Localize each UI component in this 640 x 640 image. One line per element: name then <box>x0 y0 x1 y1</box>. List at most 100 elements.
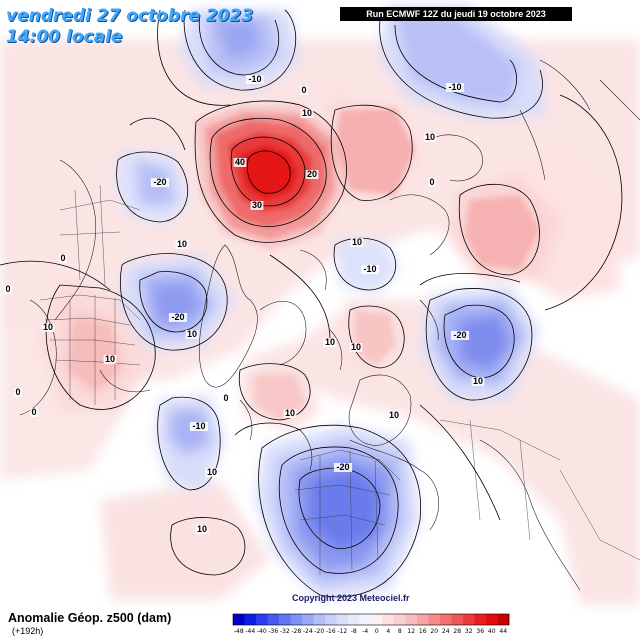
contour-label: 30 <box>250 200 264 210</box>
scale-swatch <box>486 614 498 625</box>
scale-swatch <box>348 614 360 625</box>
svg-text:-20: -20 <box>153 177 166 187</box>
scale-swatch <box>256 614 268 625</box>
contour-lines <box>0 9 623 598</box>
scale-swatch <box>474 614 487 625</box>
scale-tick-label: -8 <box>351 628 357 635</box>
field-title: Anomalie Géop. z500 (dam) <box>8 611 172 625</box>
contour-label: 10 <box>349 342 363 352</box>
contour-label: -20 <box>150 177 170 187</box>
scale-swatch <box>336 614 349 625</box>
svg-text:-10: -10 <box>448 82 461 92</box>
svg-text:10: 10 <box>302 108 312 118</box>
svg-text:10: 10 <box>425 132 435 142</box>
contour-label: 10 <box>205 467 219 477</box>
scale-tick-label: -4 <box>362 628 368 635</box>
scale-swatch <box>313 614 326 625</box>
scale-tick-label: 20 <box>430 628 438 635</box>
scale-swatch <box>451 614 464 625</box>
scale-tick-label: -12 <box>337 628 347 635</box>
contour-label: -20 <box>168 312 188 322</box>
svg-text:-20: -20 <box>171 312 184 322</box>
scale-tick-label: -32 <box>280 628 290 635</box>
contour-label: 10 <box>103 354 117 364</box>
svg-text:0: 0 <box>429 177 434 187</box>
copyright: Copyright 2023 Meteociel.fr <box>292 593 410 603</box>
scale-swatch <box>371 614 383 625</box>
svg-text:10: 10 <box>187 329 197 339</box>
contour-label: -10 <box>360 264 380 274</box>
contour-label: 0 <box>300 85 308 95</box>
svg-text:10: 10 <box>473 376 483 386</box>
contour-label: 0 <box>59 253 67 263</box>
svg-text:10: 10 <box>177 239 187 249</box>
svg-text:-20: -20 <box>336 462 349 472</box>
scale-tick-label: -24 <box>303 628 313 635</box>
contour-label: 0 <box>222 393 230 403</box>
svg-text:0: 0 <box>31 407 36 417</box>
contour-label: 10 <box>423 132 437 142</box>
svg-text:10: 10 <box>207 467 217 477</box>
country-borders <box>39 184 640 575</box>
svg-text:-10: -10 <box>192 421 205 431</box>
scale-swatch <box>382 614 395 625</box>
svg-text:30: 30 <box>252 200 262 210</box>
scale-swatch <box>290 614 303 625</box>
scale-swatch <box>394 614 406 625</box>
scale-swatch <box>233 614 245 625</box>
contour-label: 10 <box>350 237 364 247</box>
svg-text:-20: -20 <box>453 330 466 340</box>
svg-text:10: 10 <box>43 322 53 332</box>
scale-swatch <box>359 614 372 625</box>
scale-swatch <box>417 614 429 625</box>
svg-text:10: 10 <box>197 524 207 534</box>
scale-swatch <box>428 614 441 625</box>
contour-label: -10 <box>445 82 465 92</box>
scale-tick-label: -36 <box>268 628 278 635</box>
scale-tick-label: 4 <box>386 628 390 635</box>
scale-swatch <box>463 614 475 625</box>
contour-label: 0 <box>428 177 436 187</box>
svg-text:0: 0 <box>223 393 228 403</box>
scale-tick-label: 36 <box>476 628 484 635</box>
svg-text:-10: -10 <box>363 264 376 274</box>
negative-anomaly-areas <box>115 5 545 600</box>
contour-label: -20 <box>450 330 470 340</box>
scale-tick-label: 28 <box>453 628 461 635</box>
contour-label: 10 <box>471 376 485 386</box>
svg-text:0: 0 <box>15 387 20 397</box>
valid-date: vendredi 27 octobre 2023 <box>6 6 254 26</box>
svg-text:10: 10 <box>389 410 399 420</box>
contour-label: 10 <box>41 322 55 332</box>
scale-tick-label: -40 <box>257 628 267 635</box>
scale-tick-label: -28 <box>291 628 301 635</box>
valid-time: 14:00 locale <box>6 27 123 47</box>
svg-text:10: 10 <box>105 354 115 364</box>
contour-label: -10 <box>245 74 265 84</box>
scale-tick-label: 24 <box>442 628 450 635</box>
svg-text:0: 0 <box>5 284 10 294</box>
svg-text:40: 40 <box>235 157 245 167</box>
contour-label: -10 <box>189 421 209 431</box>
scale-tick-label: 12 <box>407 628 415 635</box>
contour-label: 0 <box>14 387 22 397</box>
contour-label: 10 <box>300 108 314 118</box>
scale-swatch <box>302 614 314 625</box>
svg-text:10: 10 <box>325 337 335 347</box>
scale-tick-label: 16 <box>419 628 427 635</box>
scale-tick-label: 8 <box>398 628 402 635</box>
svg-text:-10: -10 <box>248 74 261 84</box>
scale-swatch <box>279 614 291 625</box>
run-label: Run ECMWF 12Z du jeudi 19 octobre 2023 <box>340 7 572 21</box>
contour-label: 10 <box>195 524 209 534</box>
contour-label: -20 <box>333 462 353 472</box>
contour-label: 10 <box>283 408 297 418</box>
svg-text:0: 0 <box>301 85 306 95</box>
contour-label: 40 <box>233 157 247 167</box>
contour-label: 20 <box>305 169 319 179</box>
contour-label: 0 <box>4 284 12 294</box>
scale-tick-label: -16 <box>326 628 336 635</box>
scale-swatch <box>267 614 280 625</box>
scale-tick-label: 0 <box>375 628 379 635</box>
